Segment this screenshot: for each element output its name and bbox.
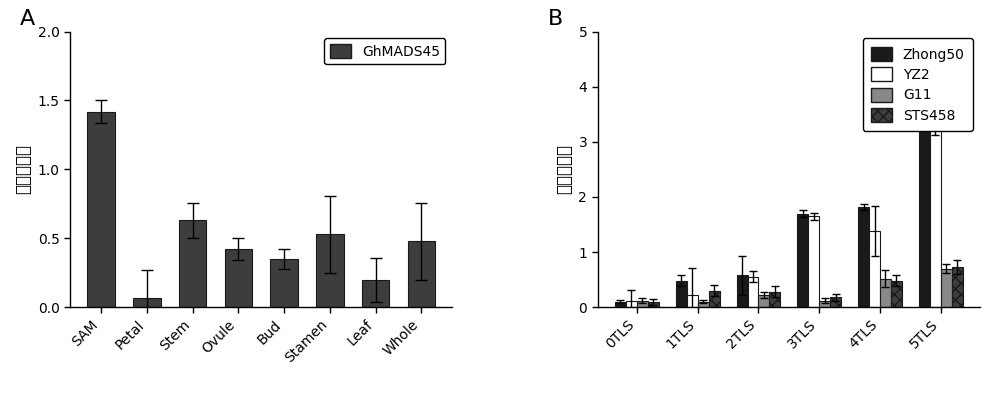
Bar [316, 234, 344, 307]
Bar [919, 109, 930, 307]
Bar [687, 295, 698, 307]
Bar [270, 259, 298, 307]
Bar [698, 302, 709, 307]
Bar [930, 130, 941, 307]
Bar [830, 297, 841, 307]
Bar [808, 216, 819, 307]
Bar [858, 207, 869, 307]
Bar [769, 292, 780, 307]
Bar [362, 280, 389, 307]
Bar [797, 214, 808, 307]
Bar [869, 231, 880, 307]
Bar [758, 295, 769, 307]
Bar [225, 249, 252, 307]
Bar [891, 281, 902, 307]
Bar [615, 302, 626, 307]
Bar [952, 267, 963, 307]
Bar [748, 277, 758, 307]
Bar [637, 301, 648, 307]
Bar [648, 302, 659, 307]
Bar [941, 269, 952, 307]
Text: A: A [20, 9, 36, 30]
Bar [819, 301, 830, 307]
Y-axis label: 相对表达量: 相对表达量 [14, 145, 32, 194]
Bar [676, 281, 687, 307]
Bar [133, 298, 161, 307]
Legend: Zhong50, YZ2, G11, STS458: Zhong50, YZ2, G11, STS458 [863, 39, 973, 131]
Bar [179, 221, 206, 307]
Legend: GhMADS45: GhMADS45 [324, 39, 445, 64]
Bar [626, 301, 637, 307]
Bar [737, 275, 748, 307]
Bar [87, 112, 115, 307]
Bar [709, 291, 720, 307]
Bar [408, 241, 435, 307]
Text: B: B [548, 9, 563, 30]
Bar [880, 279, 891, 307]
Y-axis label: 相对表达量: 相对表达量 [555, 145, 573, 194]
